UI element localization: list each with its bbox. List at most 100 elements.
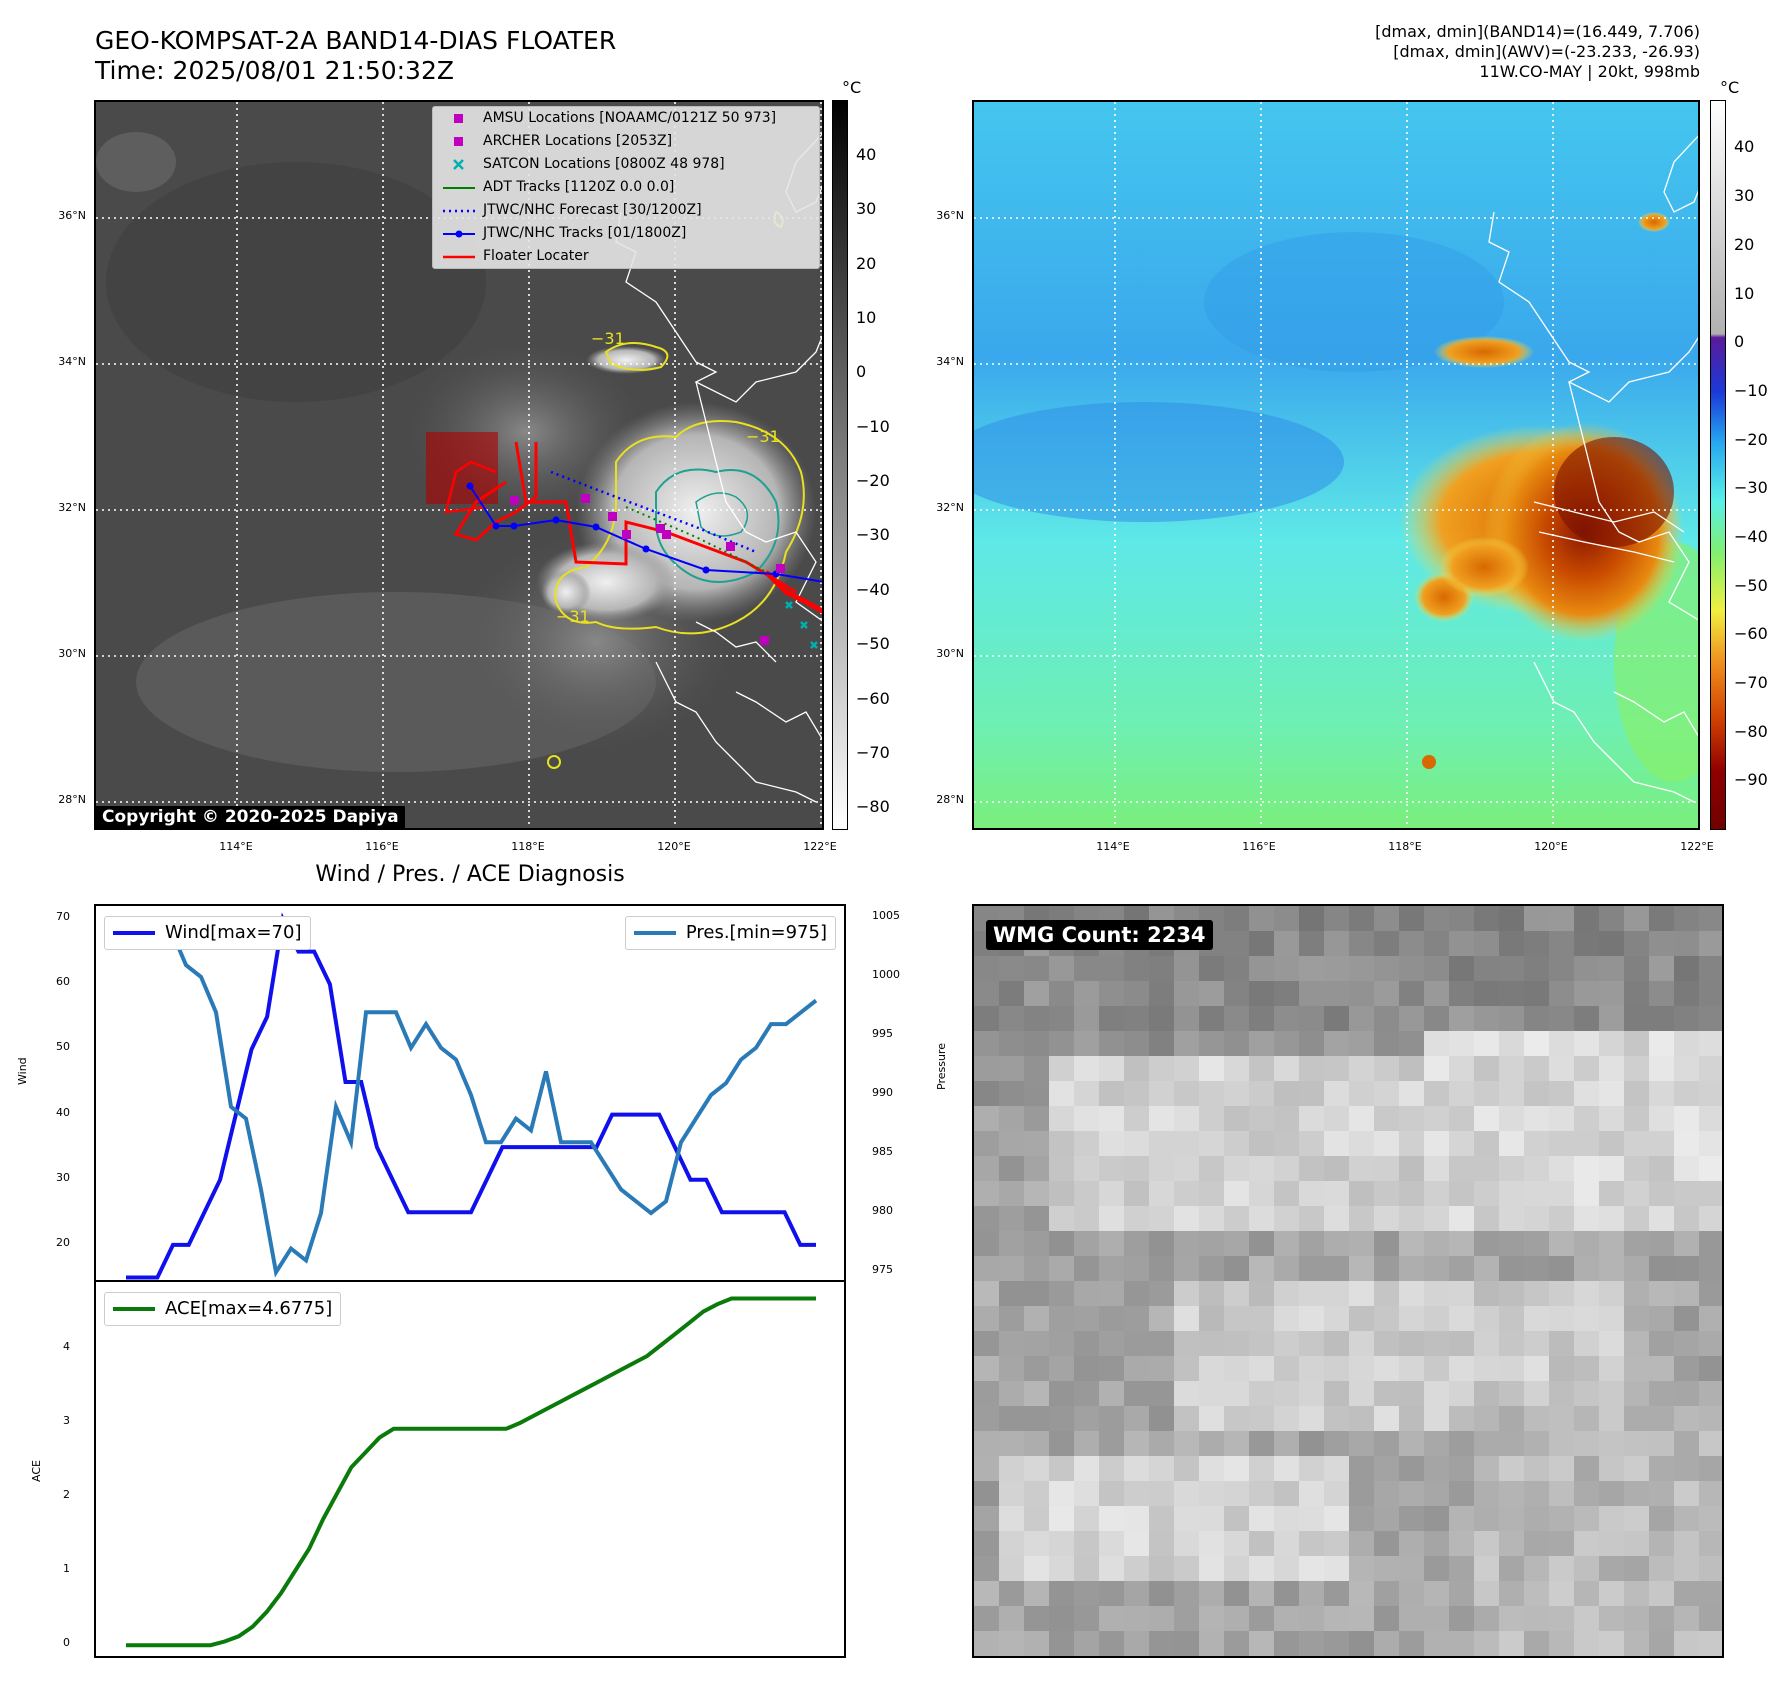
wmg-pixel bbox=[1524, 1231, 1549, 1256]
wmg-pixel bbox=[974, 1481, 999, 1506]
wmg-pixel bbox=[1474, 956, 1499, 981]
colorbar-unit-gray: °C bbox=[842, 78, 862, 97]
wmg-pixel bbox=[1299, 931, 1324, 956]
wmg-pixel bbox=[1124, 1331, 1149, 1356]
wmg-pixel bbox=[1599, 1206, 1624, 1231]
wmg-pixel bbox=[1174, 1281, 1199, 1306]
wmg-pixel bbox=[1049, 1131, 1074, 1156]
wmg-pixel bbox=[1199, 1331, 1224, 1356]
wmg-pixel bbox=[1674, 1231, 1699, 1256]
wmg-pixel bbox=[1449, 1506, 1474, 1531]
wmg-pixel bbox=[1249, 1456, 1274, 1481]
wmg-pixel bbox=[1299, 1106, 1324, 1131]
wmg-pixel bbox=[1474, 1181, 1499, 1206]
wmg-pixel bbox=[1674, 1181, 1699, 1206]
wmg-pixel bbox=[1424, 906, 1449, 931]
wmg-pixel bbox=[1524, 1181, 1549, 1206]
wmg-pixel bbox=[1624, 1306, 1649, 1331]
wmg-pixel bbox=[1599, 981, 1624, 1006]
wmg-pixel bbox=[974, 1531, 999, 1556]
wmg-pixel bbox=[1049, 1256, 1074, 1281]
wmg-pixel bbox=[1024, 1331, 1049, 1356]
wmg-pixel bbox=[1624, 931, 1649, 956]
wmg-pixel bbox=[1524, 1656, 1549, 1658]
wmg-pixel bbox=[1574, 1306, 1599, 1331]
wmg-pixel bbox=[1524, 1131, 1549, 1156]
wmg-pixel bbox=[1399, 1406, 1424, 1431]
wmg-pixel bbox=[1249, 1281, 1274, 1306]
wmg-pixel bbox=[1424, 1481, 1449, 1506]
wmg-pixel bbox=[1449, 1381, 1474, 1406]
wmg-pixel bbox=[1424, 1431, 1449, 1456]
wmg-pixel bbox=[1274, 1031, 1299, 1056]
wmg-pixel bbox=[999, 1106, 1024, 1131]
wmg-pixel bbox=[1374, 1481, 1399, 1506]
wmg-pixel bbox=[1349, 1431, 1374, 1456]
wmg-pixel bbox=[1474, 1606, 1499, 1631]
axis-tick: 980 bbox=[872, 1204, 893, 1218]
wmg-pixel bbox=[1224, 1231, 1249, 1256]
contour-label-3: −31 bbox=[556, 607, 590, 626]
wmg-pixel bbox=[1049, 981, 1074, 1006]
wmg-pixel bbox=[1499, 1181, 1524, 1206]
wmg-pixel bbox=[1674, 1581, 1699, 1606]
wmg-pixel bbox=[1599, 1031, 1624, 1056]
wmg-pixel bbox=[1399, 1131, 1424, 1156]
wmg-pixel bbox=[974, 1156, 999, 1181]
wmg-pixel bbox=[1674, 1481, 1699, 1506]
wmg-pixel bbox=[1299, 906, 1324, 931]
wmg-pixel bbox=[1274, 1431, 1299, 1456]
wmg-pixel bbox=[1124, 1656, 1149, 1658]
wmg-pixel bbox=[1149, 1381, 1174, 1406]
legend-floater: Floater Locater bbox=[433, 245, 819, 268]
wmg-pixel bbox=[1624, 1281, 1649, 1306]
wmg-pixel bbox=[1399, 1581, 1424, 1606]
ace-axis-label: ACE bbox=[30, 1460, 43, 1482]
wmg-pixel bbox=[1649, 1106, 1674, 1131]
wmg-pixel bbox=[1324, 1581, 1349, 1606]
wmg-pixel bbox=[1174, 1031, 1199, 1056]
wmg-pixel bbox=[1449, 1356, 1474, 1381]
wmg-pixel bbox=[1099, 1406, 1124, 1431]
wmg-pixel bbox=[1399, 1506, 1424, 1531]
wmg-pixel bbox=[1049, 1306, 1074, 1331]
wmg-pixel bbox=[1224, 956, 1249, 981]
wmg-pixel bbox=[1024, 1631, 1049, 1656]
wmg-pixel bbox=[1549, 1031, 1574, 1056]
wmg-pixel bbox=[1449, 1056, 1474, 1081]
wmg-pixel bbox=[1524, 1406, 1549, 1431]
wmg-pixel bbox=[1099, 1606, 1124, 1631]
wmg-pixel bbox=[1524, 1481, 1549, 1506]
wmg-pixel bbox=[1274, 981, 1299, 1006]
wmg-pixel bbox=[1099, 1431, 1124, 1456]
lat-tick: 36°N bbox=[58, 209, 86, 222]
wmg-pixel bbox=[1474, 1656, 1499, 1658]
wmg-pixel bbox=[1049, 1056, 1074, 1081]
wmg-pixel bbox=[999, 1331, 1024, 1356]
wmg-pixel bbox=[1599, 906, 1624, 931]
wmg-pixel bbox=[1099, 1656, 1124, 1658]
wmg-pixel bbox=[1624, 1256, 1649, 1281]
wmg-pixel bbox=[1399, 1206, 1424, 1231]
wmg-pixel bbox=[1599, 1181, 1624, 1206]
wmg-pixel bbox=[1224, 1656, 1249, 1658]
wmg-pixel bbox=[999, 1156, 1024, 1181]
wmg-pixel bbox=[974, 1431, 999, 1456]
wmg-pixel bbox=[1249, 1556, 1274, 1581]
x-marker-icon bbox=[443, 153, 475, 176]
wmg-pixel bbox=[1449, 1606, 1474, 1631]
wmg-pixel bbox=[1424, 1281, 1449, 1306]
wmg-pixel bbox=[1549, 956, 1574, 981]
wmg-pixel bbox=[1599, 1481, 1624, 1506]
wmg-pixel bbox=[1524, 1356, 1549, 1381]
wmg-pixel bbox=[1374, 1156, 1399, 1181]
wmg-pixel bbox=[1649, 1431, 1674, 1456]
wmg-pixel bbox=[1499, 1306, 1524, 1331]
square-marker-icon bbox=[443, 130, 475, 153]
wmg-pixel bbox=[1174, 1156, 1199, 1181]
wmg-pixel bbox=[1674, 1256, 1699, 1281]
wmg-pixel bbox=[1649, 1156, 1674, 1181]
wmg-pixel bbox=[1649, 931, 1674, 956]
wmg-pixel bbox=[1649, 1031, 1674, 1056]
axis-tick: 40 bbox=[56, 1105, 70, 1119]
